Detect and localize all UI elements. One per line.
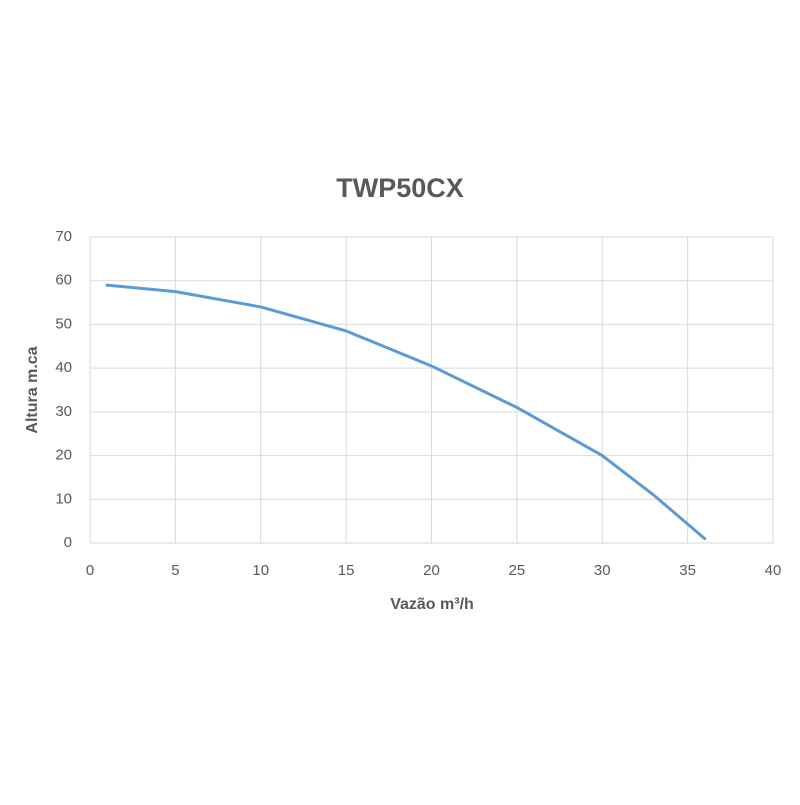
y-tick-label: 30 [55,403,72,420]
x-tick-label: 40 [765,562,782,579]
chart-title: TWP50CX [336,173,464,203]
x-tick-label: 15 [338,562,355,579]
y-tick-label: 50 [55,315,72,332]
x-tick-label: 30 [594,562,611,579]
y-tick-label: 70 [55,228,72,245]
y-axis-label: Altura m.ca [24,346,41,433]
x-axis-label: Vazão m³/h [390,596,474,613]
x-tick-label: 35 [679,562,696,579]
y-tick-label: 10 [55,490,72,507]
x-tick-label: 0 [86,562,94,579]
x-tick-label: 5 [171,562,179,579]
y-tick-label: 60 [55,272,72,289]
y-tick-label: 20 [55,447,72,464]
x-tick-label: 10 [252,562,269,579]
y-tick-label: 40 [55,359,72,376]
x-tick-label: 20 [423,562,440,579]
line-series [105,283,707,541]
x-tick-label: 25 [509,562,526,579]
y-tick-label: 0 [64,534,72,551]
